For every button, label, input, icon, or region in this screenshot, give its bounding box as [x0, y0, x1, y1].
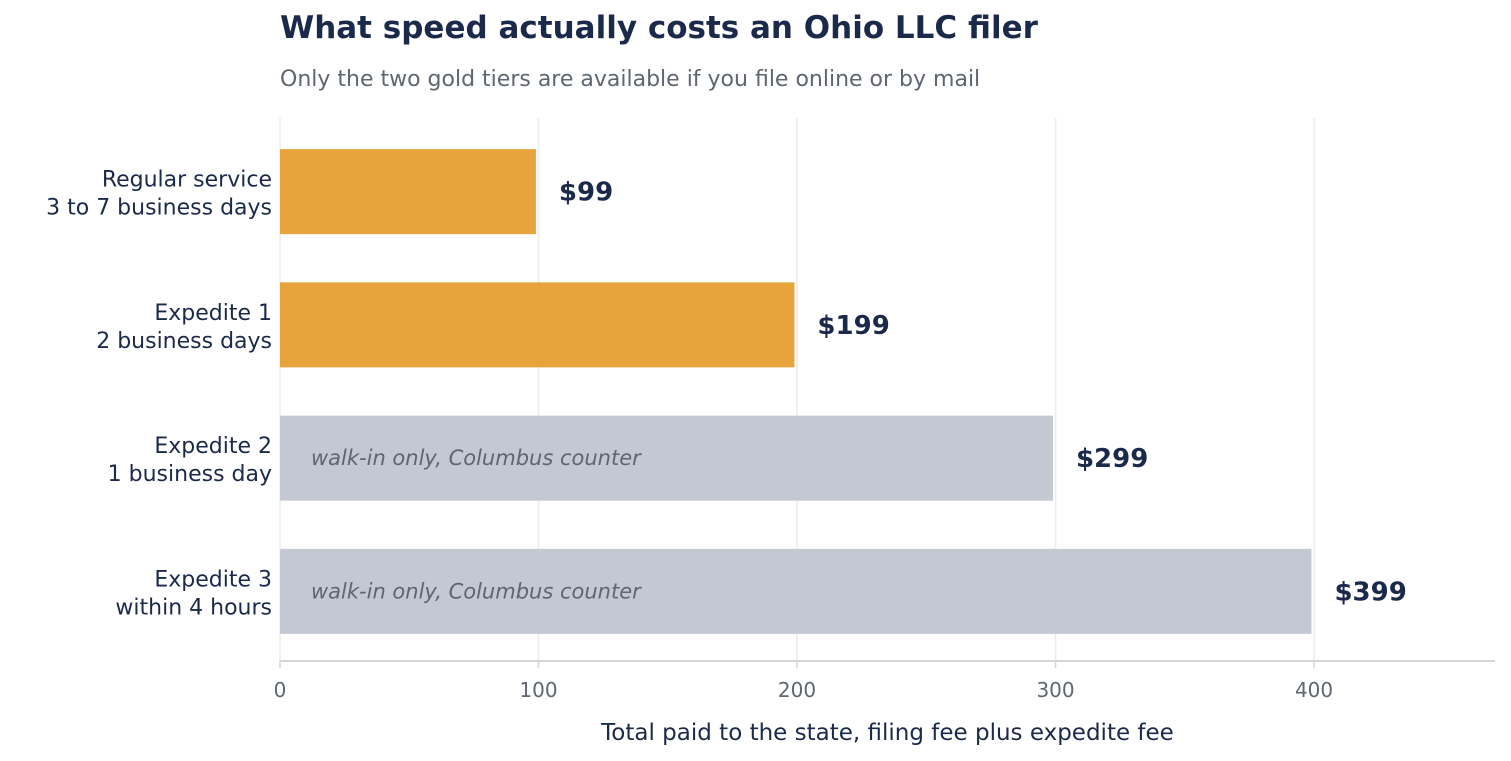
- bar-4: [280, 548, 1312, 634]
- x-tick-label-200: 200: [778, 678, 816, 702]
- value-label-1: $99: [559, 178, 613, 208]
- bar-3: [280, 415, 1053, 501]
- category-label-4-line2: within 4 hours: [115, 595, 272, 620]
- category-label-1-line2: 3 to 7 business days: [46, 196, 272, 221]
- value-label-3: $299: [1076, 444, 1148, 474]
- category-label-3-line2: 1 business day: [108, 462, 272, 487]
- x-tick-label-400: 400: [1295, 678, 1333, 702]
- category-label-4-line1: Expedite 3: [154, 567, 272, 592]
- value-label-4: $399: [1334, 577, 1406, 607]
- bar-1: [280, 149, 536, 235]
- x-axis-title: Total paid to the state, filing fee plus…: [600, 720, 1174, 746]
- category-label-1-line1: Regular service: [102, 168, 272, 193]
- chart-subtitle: Only the two gold tiers are available if…: [280, 67, 981, 92]
- x-tick-label-0: 0: [274, 678, 287, 702]
- category-label-2-line1: Expedite 1: [154, 301, 272, 326]
- value-label-2: $199: [817, 311, 889, 341]
- bar-2: [280, 282, 795, 368]
- category-label-2-line2: 2 business days: [96, 329, 272, 354]
- x-tick-label-300: 300: [1036, 678, 1074, 702]
- x-tick-label-100: 100: [519, 678, 557, 702]
- bar-note-4: walk-in only, Columbus counter: [311, 579, 642, 603]
- bar-note-3: walk-in only, Columbus counter: [311, 446, 642, 470]
- category-label-3-line1: Expedite 2: [154, 434, 272, 459]
- chart-title: What speed actually costs an Ohio LLC fi…: [280, 10, 1038, 46]
